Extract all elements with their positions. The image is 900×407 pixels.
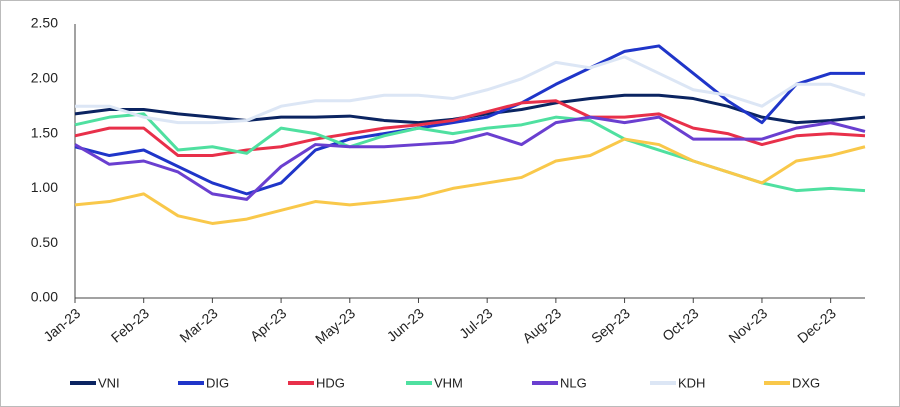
legend-label: DXG [792, 375, 820, 390]
series-line [74, 44, 865, 196]
y-tick-label: 1.00 [31, 179, 58, 195]
legend-label: HDG [316, 375, 345, 390]
legend-label: VNI [98, 375, 120, 390]
legend-label: NLG [560, 375, 587, 390]
y-tick-label: 0.00 [31, 289, 58, 305]
legend-label: DIG [206, 375, 229, 390]
y-tick-label: 2.00 [31, 70, 58, 86]
y-tick-label: 0.50 [31, 234, 58, 250]
series-line [74, 99, 866, 158]
legend-label: KDH [678, 375, 705, 390]
series-line [74, 115, 866, 201]
y-tick-label: 1.50 [31, 124, 58, 140]
y-tick-label: 2.50 [31, 15, 58, 31]
legend-label: VHM [434, 375, 463, 390]
series-line [75, 55, 866, 125]
series-line [74, 137, 866, 225]
